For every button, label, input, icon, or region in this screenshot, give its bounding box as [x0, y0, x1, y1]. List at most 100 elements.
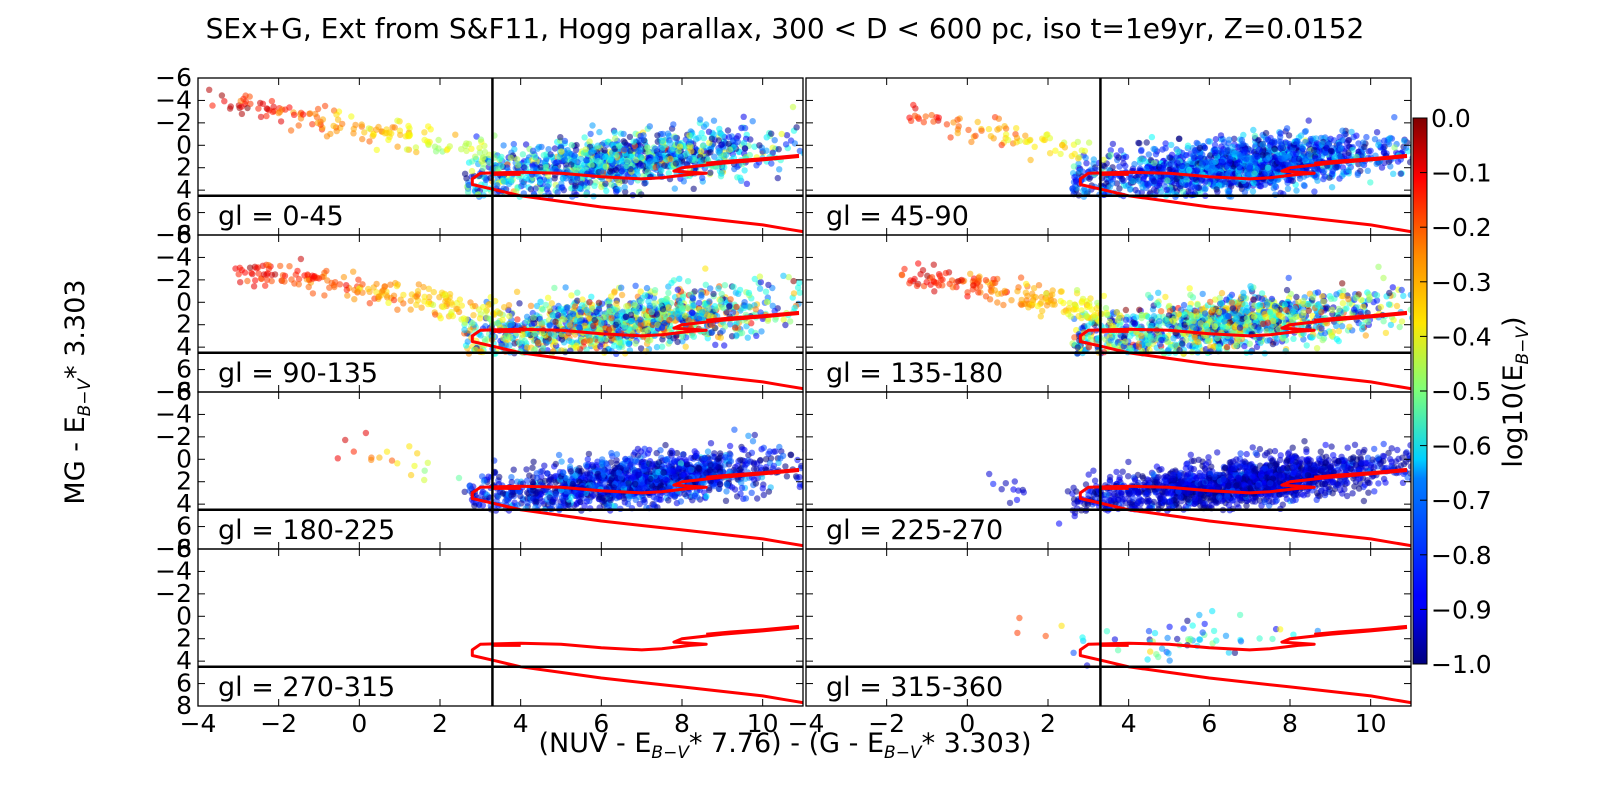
scatter-point	[1239, 140, 1246, 148]
scatter-point	[527, 302, 535, 309]
scatter-point	[577, 317, 584, 325]
scatter-point	[268, 97, 276, 105]
scatter-point	[602, 180, 609, 187]
scatter-point	[562, 284, 569, 291]
scatter-point	[559, 175, 566, 182]
scatter-point	[476, 144, 483, 152]
scatter-point	[682, 312, 689, 319]
scatter-point	[458, 302, 465, 309]
scatter-point	[985, 125, 993, 133]
isochrone-main	[470, 312, 803, 391]
scatter-point	[519, 331, 526, 338]
scatter-point	[387, 281, 394, 288]
scatter-point	[527, 186, 535, 193]
scatter-point	[240, 95, 247, 103]
scatter-point	[646, 302, 653, 309]
scatter-point	[1086, 175, 1093, 182]
scatter-point	[590, 322, 597, 329]
scatter-point	[749, 118, 756, 125]
scatter-point	[829, 139, 835, 145]
scatter-point	[301, 272, 308, 279]
scatter-point	[1108, 180, 1116, 187]
scatter-point	[676, 143, 684, 150]
scatter-point	[597, 336, 605, 343]
scatter-point	[209, 102, 216, 109]
scatter-point	[666, 316, 673, 324]
scatter-point	[1202, 179, 1209, 186]
scatter-point	[558, 143, 565, 150]
scatter-point	[365, 285, 372, 293]
scatter-point	[1046, 135, 1054, 142]
scatter-point	[385, 299, 392, 306]
scatter-point	[595, 157, 602, 165]
scatter-point	[574, 297, 581, 304]
scatter-point	[407, 297, 414, 305]
isochrone-upper	[1314, 153, 1408, 165]
isochrone	[470, 310, 803, 391]
scatter-point	[1321, 173, 1329, 180]
isochrone-main	[1078, 155, 1411, 234]
scatter-point	[1233, 160, 1241, 167]
scatter-point	[1373, 129, 1381, 136]
isochrone-upper	[706, 310, 800, 322]
scatter-point	[1101, 163, 1108, 170]
scatter-point	[624, 157, 631, 165]
scatter-point	[581, 322, 588, 329]
scatter-point	[1321, 167, 1328, 175]
scatter-point	[1300, 181, 1308, 189]
scatter-point	[587, 130, 594, 138]
scatter-point	[465, 181, 472, 189]
scatter-point	[621, 145, 628, 153]
scatter-point	[571, 303, 579, 310]
scatter-point	[1109, 140, 1117, 148]
scatter-point	[846, 127, 852, 133]
scatter-point	[533, 302, 541, 310]
scatter-point	[453, 305, 460, 313]
scatter-point	[743, 323, 750, 330]
scatter-point	[1289, 177, 1297, 185]
scatter-point	[740, 139, 748, 147]
scatter-point	[1222, 181, 1229, 188]
scatter-points	[232, 255, 849, 357]
scatter-points	[898, 260, 1411, 357]
scatter-point	[402, 133, 409, 140]
scatter-point	[741, 145, 749, 152]
scatter-point	[772, 316, 779, 323]
scatter-point	[623, 162, 630, 170]
scatter-point	[842, 303, 848, 309]
scatter-point	[763, 298, 771, 306]
scatter-point	[790, 290, 798, 297]
scatter-point	[375, 293, 383, 300]
scatter-point	[262, 282, 269, 289]
scatter-point	[1072, 178, 1080, 185]
scatter-point	[1327, 135, 1334, 142]
scatter-point	[263, 105, 270, 112]
scatter-point	[625, 340, 632, 347]
scatter-point	[658, 137, 666, 144]
scatter-point	[630, 138, 637, 145]
scatter-point	[623, 303, 630, 310]
scatter-point	[418, 304, 425, 311]
scatter-point	[425, 300, 432, 308]
scatter-point	[561, 137, 569, 145]
scatter-point	[588, 167, 595, 174]
scatter-point	[686, 155, 693, 163]
scatter-point	[652, 145, 659, 152]
scatter-point	[255, 270, 262, 277]
scatter-point	[269, 108, 277, 116]
scatter-point	[1126, 186, 1134, 193]
scatter-point	[1381, 137, 1388, 144]
scatter-point	[288, 276, 295, 283]
scatter-point	[1027, 156, 1034, 164]
scatter-point	[616, 339, 623, 346]
scatter-point	[1363, 133, 1370, 141]
scatter-point	[653, 311, 661, 318]
scatter-point	[540, 152, 547, 159]
scatter-point	[437, 315, 444, 322]
scatter-point	[741, 124, 749, 132]
scatter-point	[851, 146, 857, 152]
scatter-point	[843, 323, 849, 329]
scatter-point	[1294, 138, 1301, 145]
scatter-point	[699, 309, 706, 316]
scatter-point	[1071, 150, 1078, 158]
